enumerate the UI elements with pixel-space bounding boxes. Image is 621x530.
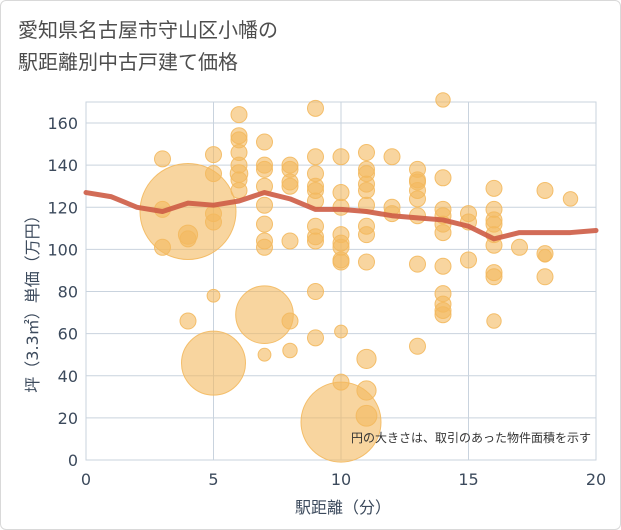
data-bubble (205, 213, 222, 231)
data-bubble (256, 238, 273, 256)
data-bubble (486, 313, 502, 329)
data-bubble (281, 177, 299, 195)
data-bubble (358, 253, 375, 271)
x-tick-label: 5 (208, 470, 218, 489)
x-tick-label: 15 (458, 470, 478, 489)
data-bubble (230, 106, 248, 124)
chart-title-line-2: 駅距離別中古戸建て価格 (18, 50, 238, 74)
data-bubble (256, 215, 273, 233)
data-bubble (257, 347, 272, 362)
y-tick-label: 160 (47, 114, 78, 133)
y-tick-label: 60 (58, 325, 78, 344)
y-axis-title: 坪（3.3㎡）単価（万円） (23, 207, 42, 392)
data-bubble (332, 148, 350, 166)
y-tick-label: 100 (47, 240, 78, 259)
trend-line (83, 190, 599, 242)
data-bubble (355, 404, 378, 427)
data-bubble (485, 179, 503, 197)
data-bubble (205, 165, 222, 183)
data-bubble (435, 92, 451, 108)
data-bubble (179, 230, 197, 248)
data-bubble (409, 255, 426, 273)
data-bubble (300, 381, 382, 463)
data-bubble (307, 232, 324, 250)
x-axis-title: 駅距離（分） (295, 498, 391, 517)
data-bubble (205, 146, 222, 164)
data-bubble (139, 163, 237, 261)
data-bubble (334, 324, 348, 339)
x-tick-label: 0 (81, 470, 91, 489)
data-bubble (358, 226, 375, 244)
data-bubble (307, 329, 324, 347)
data-bubble (358, 144, 375, 162)
y-tick-label: 120 (47, 198, 78, 217)
data-bubble (434, 169, 452, 187)
bubble-layer (139, 92, 579, 463)
data-bubble (562, 191, 579, 207)
data-bubble (307, 148, 324, 166)
data-bubble (538, 248, 552, 263)
data-bubble (358, 181, 375, 199)
data-bubble (434, 306, 452, 324)
x-tick-label: 10 (331, 470, 351, 489)
data-bubble (282, 342, 298, 359)
chart-note: 円の大きさは、取引のあった物件面積を示す (351, 430, 591, 445)
data-bubble (281, 232, 299, 250)
data-bubble (179, 312, 197, 330)
data-bubble (281, 312, 299, 330)
y-tick-label: 20 (58, 409, 78, 428)
data-bubble (332, 184, 350, 202)
x-tick-label: 20 (586, 470, 606, 489)
data-bubble (383, 148, 401, 166)
data-bubble (460, 251, 477, 269)
data-bubble (356, 380, 377, 401)
tick-labels: 0 5 10 15 20 0 20 40 60 80 100 120 140 160 (47, 114, 606, 489)
data-bubble (256, 196, 273, 214)
chart-title-line-1: 愛知県名古屋市守山区小幡の (18, 18, 278, 42)
data-bubble (332, 253, 350, 271)
chart-title: 愛知県名古屋市守山区小幡の 駅距離別中古戸建て価格 (18, 14, 578, 78)
y-tick-label: 40 (58, 367, 78, 386)
data-bubble (206, 288, 221, 303)
data-bubble (434, 257, 452, 275)
data-bubble (485, 268, 503, 286)
y-tick-label: 80 (58, 283, 78, 302)
y-tick-label: 0 (68, 451, 78, 470)
y-tick-label: 140 (47, 156, 78, 175)
data-bubble (307, 283, 324, 301)
data-bubble (230, 181, 248, 199)
trend-layer (83, 190, 599, 242)
data-bubble (511, 238, 528, 256)
data-bubble (536, 181, 554, 199)
data-bubble (434, 224, 452, 242)
data-bubble (536, 268, 554, 286)
data-bubble (256, 160, 273, 178)
data-bubble (307, 99, 324, 117)
data-bubble (356, 348, 377, 370)
data-bubble (154, 150, 171, 168)
data-bubble (181, 330, 246, 396)
data-bubble (256, 133, 273, 151)
data-bubble (409, 190, 426, 208)
data-bubble (409, 337, 426, 355)
